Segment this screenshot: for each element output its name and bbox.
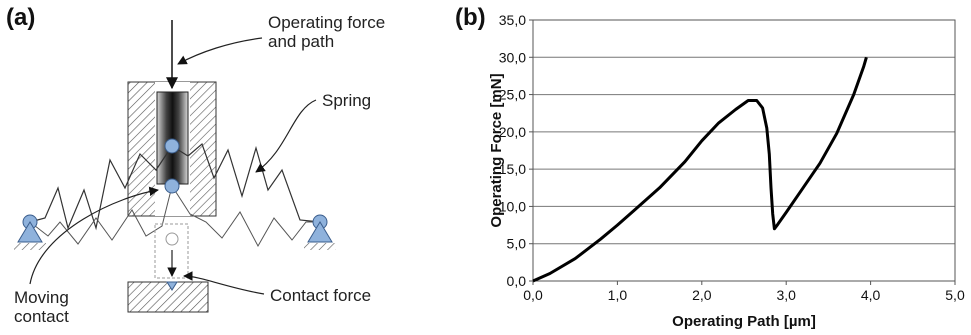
lower-spring-right (171, 185, 320, 248)
operating-force-leader (177, 37, 263, 65)
upper-spring-right (171, 142, 321, 223)
x-tick-label: 0,0 (523, 287, 543, 303)
operating-force-label: Operating force and path (268, 13, 385, 51)
y-tick-label: 0,0 (507, 273, 527, 289)
moving-contact-leader (29, 186, 159, 285)
plot-frame (532, 19, 956, 282)
left-support (14, 214, 46, 250)
right-support (304, 214, 336, 250)
x-tick-label: 5,0 (945, 287, 965, 303)
y-tick-label: 35,0 (499, 12, 526, 28)
y-tick-label: 15,0 (499, 161, 526, 177)
spring-leader (255, 99, 317, 173)
panel-b-label: (b) (455, 4, 486, 31)
y-tick-label: 10,0 (499, 198, 526, 214)
switch-schematic (14, 20, 336, 313)
switched-position-outline (154, 223, 189, 279)
moving-contact-label-line2: contact (14, 307, 69, 326)
operating-force-label-line2: and path (268, 32, 335, 51)
y-tick-labels: 0,0 5,0 10,0 15,0 20,0 25,0 30,0 35,0 (499, 12, 526, 289)
lower-spring-left (29, 185, 173, 245)
moving-contact-ball (164, 178, 180, 194)
spring-label: Spring (322, 91, 372, 110)
operating-force-label-line1: Operating force (268, 13, 386, 32)
x-tick-label: 1,0 (608, 287, 628, 303)
panel-a-label: (a) (6, 4, 36, 31)
x-tick-labels: 0,0 1,0 2,0 3,0 4,0 5,0 (523, 287, 965, 303)
upper-contact-ball (164, 138, 180, 154)
fixed-contact (127, 281, 209, 313)
x-tick-label: 3,0 (776, 287, 796, 303)
series-line (532, 56, 868, 283)
moving-contact-label: Moving contact (14, 288, 69, 326)
contact-force-label: Contact force (270, 286, 372, 305)
y-axis-label: Operating Force [mN] (488, 73, 505, 227)
y-tick-label: 25,0 (499, 87, 526, 103)
x-tick-label: 4,0 (861, 287, 881, 303)
contact-force-leader (183, 271, 265, 295)
upper-spring-left (29, 145, 173, 231)
x-tick-label: 2,0 (692, 287, 712, 303)
moving-contact-label-line1: Moving (14, 288, 69, 307)
x-axis-label: Operating Path [µm] (672, 313, 816, 330)
y-tick-label: 30,0 (499, 49, 526, 65)
y-tick-label: 5,0 (507, 236, 527, 252)
y-tick-label: 20,0 (499, 124, 526, 140)
